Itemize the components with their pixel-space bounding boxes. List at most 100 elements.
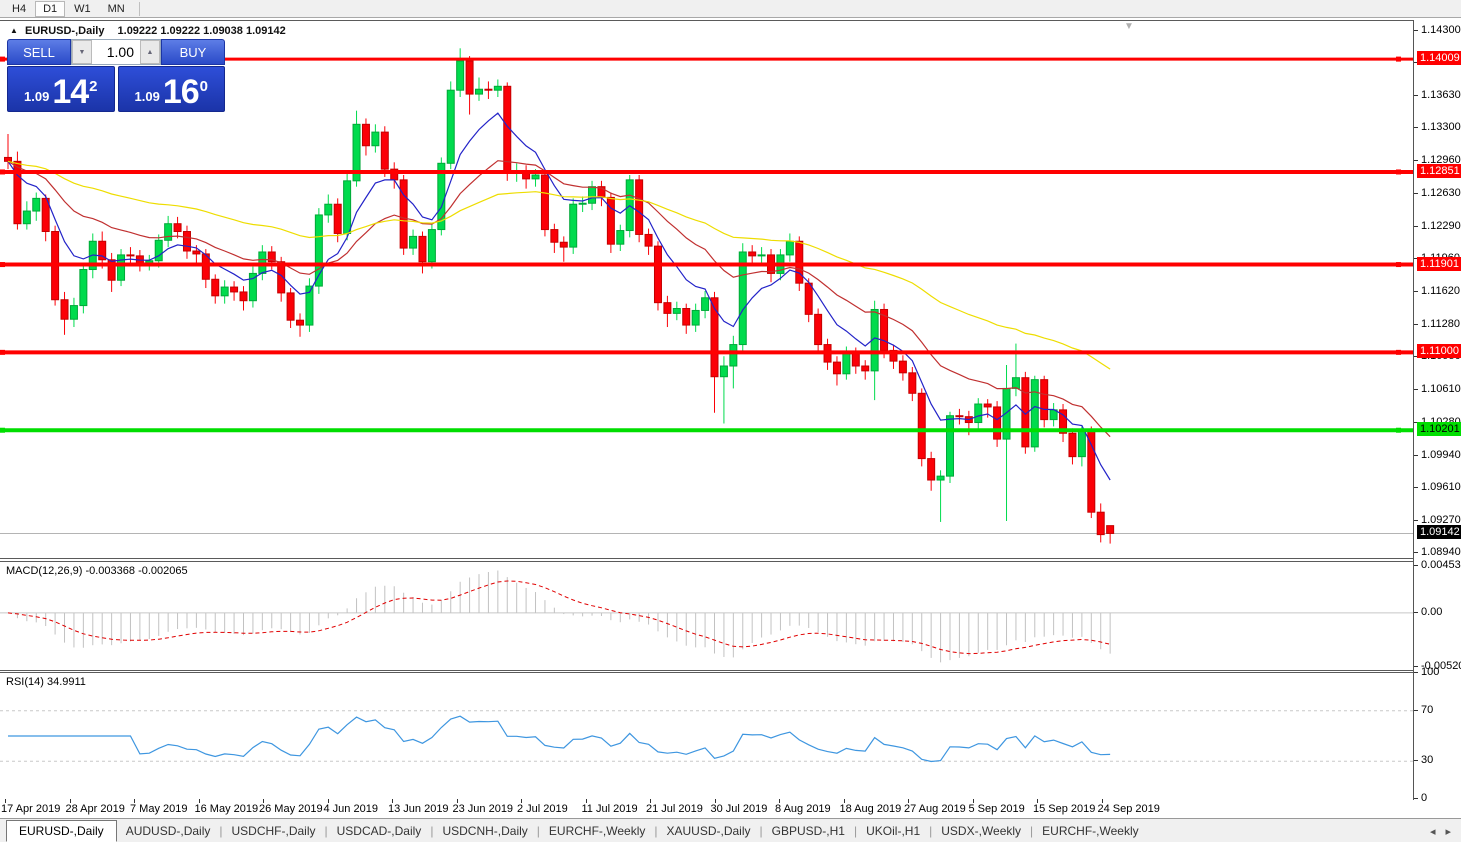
macd-signal-line [7,580,1111,655]
buy-price-main: 16 [162,73,200,111]
date-tick-label: 30 Jul 2019 [710,803,768,815]
chart-tab-bar: EURUSD-,Daily AUDUSD-,Daily | USDCHF-,Daily… [0,818,1461,842]
axis-tick-label: 30 [1421,754,1434,767]
axis-tick-label: 1.12960 [1421,154,1461,167]
price-axis[interactable]: 1.143001.139701.136301.133001.129601.126… [1413,20,1461,804]
tab-eurusd-daily[interactable]: EURUSD-,Daily [6,820,117,842]
axis-tick-label: 1.14300 [1421,23,1461,36]
date-tick-label: 8 Aug 2019 [775,803,831,815]
date-tick-label: 18 Aug 2019 [839,803,902,815]
toolbar-separator [138,1,140,16]
date-tick-label: 17 Apr 2019 [1,803,61,815]
tab-separator: | [1030,824,1034,838]
sell-price-prefix: 1.09 [24,89,50,104]
volume-increase-button[interactable]: ▲ [140,40,160,64]
tab-audusd-daily[interactable]: AUDUSD-,Daily [125,824,211,838]
tab-separator: | [759,824,763,838]
date-tick-label: 16 May 2019 [194,803,259,815]
axis-tick-label: 1.11280 [1421,318,1460,331]
buy-button[interactable]: BUY [161,39,225,65]
sell-button[interactable]: SELL [7,39,71,65]
axis-tick-label: 1.12290 [1421,219,1461,232]
price-level-badge: 1.10201 [1417,422,1461,437]
axis-tick-label: 1.12630 [1421,186,1461,199]
tab-ukoil-h1[interactable]: UKOil-,H1 [866,824,921,838]
sell-price-display[interactable]: 1.09 14 2 [7,66,115,112]
tab-separator: | [536,824,540,838]
chart-header: ▲ EURUSD-,Daily 1.09222 1.09222 1.09038 … [10,25,286,37]
tab-separator: | [324,824,328,838]
axis-tick-label: 0 [1421,792,1428,804]
axis-tick-label: 100 [1421,666,1440,678]
axis-tick-label: 1.13300 [1421,121,1461,134]
ma-line-21 [7,160,1111,438]
buy-price-prefix: 1.09 [134,89,160,104]
axis-tick-label: 70 [1421,703,1434,716]
chart-shift-marker-icon[interactable]: ▼ [1124,21,1134,32]
timeframe-button-h4[interactable]: H4 [12,2,27,15]
tab-usdchf-daily[interactable]: USDCHF-,Daily [231,824,316,838]
timeframe-toolbar: H4 D1 W1 MN [0,0,1461,18]
tab-usdcad-daily[interactable]: USDCAD-,Daily [336,824,422,838]
date-tick-label: 7 May 2019 [130,803,188,815]
tab-eurchf-weekly[interactable]: EURCHF-,Weekly [1042,824,1139,838]
volume-spinner: ▼ ▲ [71,39,161,65]
macd-indicator-panel[interactable] [0,561,1413,671]
chart-window: ▲ EURUSD-,Daily 1.09222 1.09222 1.09038 … [0,18,1461,819]
tab-separator: | [654,824,658,838]
date-tick-label: 28 Apr 2019 [65,803,125,815]
timeframe-button-d1[interactable]: D1 [35,0,66,17]
price-level-badge: 1.09142 [1417,525,1461,540]
date-tick-label: 4 Jun 2019 [323,803,378,815]
tabs-scroll-left-icon[interactable]: ◂ [1429,825,1436,838]
date-tick-label: 21 Jul 2019 [646,803,703,815]
tab-separator: | [219,824,223,838]
axis-tick-label: 1.09270 [1421,513,1461,526]
timeframe-button-mn[interactable]: MN [107,2,125,15]
rsi-indicator-panel[interactable] [0,672,1413,800]
sell-price-pip: 2 [89,78,98,95]
rsi-indicator-label: RSI(14) 34.9911 [6,676,86,688]
date-tick-label: 24 Sep 2019 [1097,803,1160,815]
ma-line-8 [7,112,1111,481]
tab-separator: | [929,824,933,838]
tab-usdcnh-daily[interactable]: USDCNH-,Daily [442,824,528,838]
price-chart-panel[interactable] [0,20,1413,559]
axis-tick-label: 1.13630 [1421,89,1461,102]
price-level-badge: 1.11901 [1417,256,1461,271]
tab-usdx-weekly[interactable]: USDX-,Weekly [941,824,1022,838]
tab-separator: | [430,824,434,838]
volume-input[interactable] [92,40,140,64]
tabs-scroll-right-icon[interactable]: ▸ [1445,825,1451,838]
ma-line-55 [7,160,1111,370]
date-tick-label: 26 May 2019 [259,803,323,815]
date-tick-label: 15 Sep 2019 [1033,803,1096,815]
date-tick-label: 2 Jul 2019 [517,803,568,815]
spinner-down-icon: ▼ [78,48,86,56]
spinner-up-icon: ▲ [146,48,154,56]
one-click-trade-panel: SELL ▼ ▲ BUY 1.09 14 2 1.09 16 0 [7,39,225,113]
tab-xauusd-daily[interactable]: XAUUSD-,Daily [666,824,751,838]
axis-tick-label: 1.11620 [1421,284,1460,297]
axis-tick-label: -0.005205 [1421,659,1461,672]
timeframe-button-w1[interactable]: W1 [74,2,91,15]
tab-separator: | [853,824,858,838]
buy-price-display[interactable]: 1.09 16 0 [117,66,225,112]
candlestick-series [4,48,1115,544]
date-axis[interactable]: 17 Apr 2019 28 Apr 2019 7 May 2019 16 May 2… [0,799,1413,819]
date-tick-label: 13 Jun 2019 [388,803,449,815]
volume-decrease-button[interactable]: ▼ [72,40,92,64]
expand-arrow-icon[interactable]: ▲ [10,26,18,35]
axis-tick-label: 1.10610 [1421,383,1461,396]
tab-eurchf-weekly[interactable]: EURCHF-,Weekly [548,824,646,838]
rsi-line [8,715,1111,763]
chart-ohlc-values: 1.09222 1.09222 1.09038 1.09142 [117,25,286,37]
axis-tick-label: 0.00 [1421,605,1443,618]
tab-gbpusd-h1[interactable]: GBPUSD-,H1 [771,824,845,838]
date-tick-label: 11 Jul 2019 [581,803,638,815]
price-level-badge: 1.11000 [1417,344,1461,359]
date-tick-label: 5 Sep 2019 [968,803,1025,815]
chart-symbol-label: EURUSD-,Daily [24,25,105,37]
macd-indicator-label: MACD(12,26,9) -0.003368 -0.002065 [6,565,188,577]
